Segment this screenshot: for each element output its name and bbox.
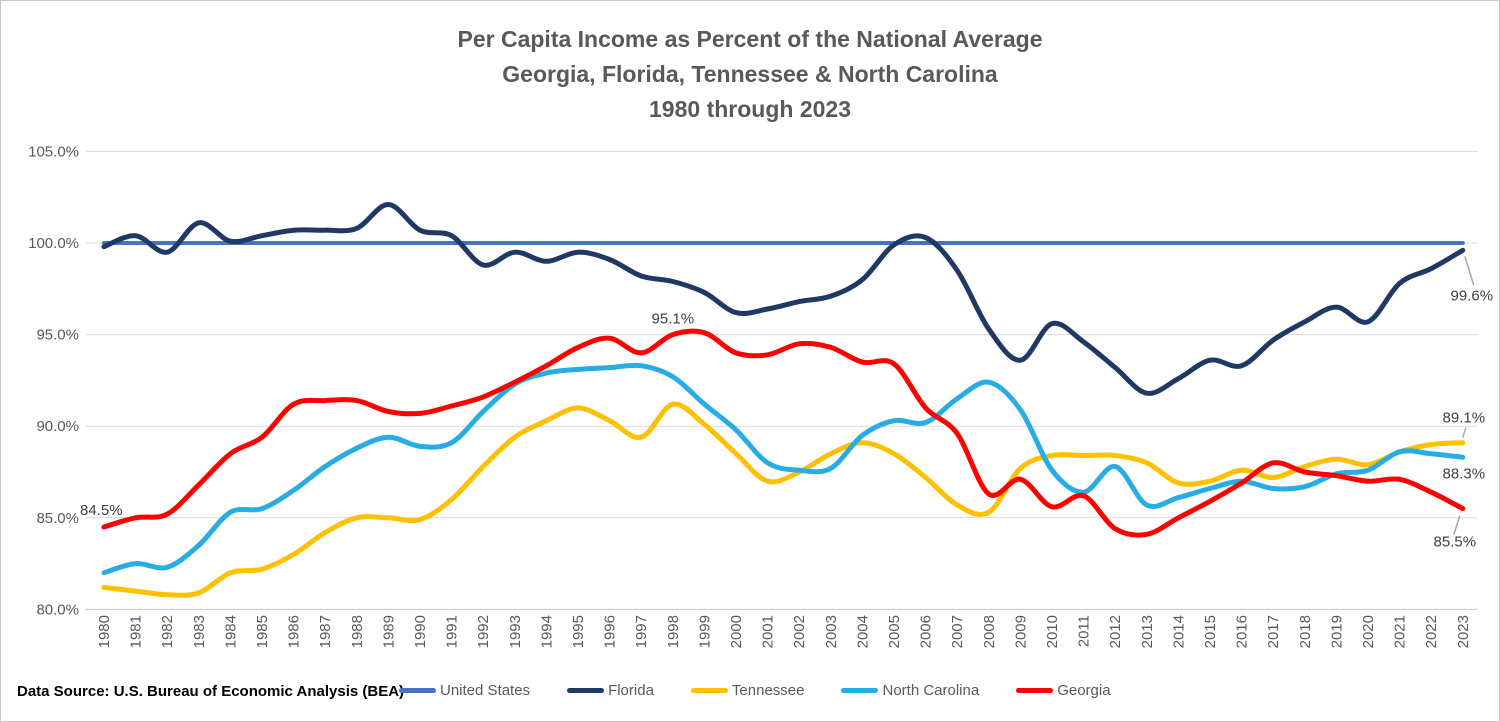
x-axis-label: 2011: [1076, 615, 1093, 647]
data-label-georgia-2023: 85.5%: [1434, 534, 1477, 551]
data-label-tennessee-2023: 89.1%: [1443, 410, 1486, 427]
x-axis-label: 1994: [538, 615, 555, 648]
x-axis-label: 1986: [286, 615, 303, 648]
x-axis-label: 2007: [949, 615, 966, 648]
x-axis-label: 2023: [1455, 615, 1472, 648]
line-series-tennessee: [101, 401, 1466, 598]
legend-item-tennessee: Tennessee: [690, 682, 805, 699]
x-axis-label: 2010: [1044, 615, 1061, 648]
x-axis-label: 2013: [1139, 615, 1156, 648]
x-axis-label: 1998: [665, 615, 682, 648]
x-axis-label: 2004: [854, 615, 871, 648]
x-axis-label: 2000: [728, 615, 745, 648]
x-axis-label: 2009: [1012, 615, 1029, 648]
x-axis-label: 1999: [696, 615, 713, 648]
y-axis-label: 95.0%: [36, 327, 79, 344]
x-axis-label: 2018: [1297, 615, 1314, 648]
data-label-north-carolina-2023: 88.3%: [1443, 465, 1486, 482]
legend-label-georgia: Georgia: [1057, 682, 1111, 699]
x-axis-label: 2017: [1265, 615, 1282, 648]
legend-swatch-georgia: [1016, 688, 1054, 693]
legend-item-united-states: United States: [399, 682, 530, 699]
x-axis-label: 1995: [570, 615, 587, 648]
y-axis-label: 85.0%: [36, 510, 79, 527]
x-axis-label: 2001: [760, 615, 777, 648]
legend-swatch-florida: [567, 688, 605, 693]
x-axis-label: 2006: [918, 615, 935, 648]
x-axis-label: 1988: [349, 615, 366, 648]
legend-label-florida: Florida: [608, 682, 654, 699]
x-axis-label: 2005: [886, 615, 903, 648]
x-axis: 1980 1981 1982 1983 1984 1985 1986 1987 1988 1989…: [96, 615, 1472, 648]
chart-title-line-2: Georgia, Florida, Tennessee & North Caro…: [502, 61, 998, 87]
data-label-florida-2023: 99.6%: [1451, 287, 1494, 304]
series-lines: [101, 202, 1466, 598]
data-label-georgia-1980: 84.5%: [80, 502, 123, 519]
x-axis-label: 1996: [602, 615, 619, 648]
x-axis-label: 2014: [1170, 615, 1187, 648]
data-source-note: Data Source: U.S. Bureau of Economic Ana…: [17, 683, 405, 700]
x-axis-label: 2021: [1392, 615, 1409, 648]
chart-title: Per Capita Income as Percent of the Nati…: [1, 22, 1499, 127]
line-series-north-carolina: [101, 362, 1466, 576]
data-label-leader-florida: [1464, 256, 1475, 286]
legend-swatch-united-states: [399, 688, 436, 693]
x-axis-label: 1985: [254, 615, 271, 648]
y-axis-label: 105.0%: [28, 143, 79, 160]
legend-item-florida: Florida: [567, 682, 654, 699]
gridlines: [86, 150, 1478, 610]
x-axis-label: 2020: [1360, 615, 1377, 648]
chart-title-line-1: Per Capita Income as Percent of the Nati…: [457, 26, 1043, 52]
x-axis-label: 1984: [222, 615, 239, 648]
x-axis-label: 2022: [1423, 615, 1440, 648]
line-series-georgia: [101, 328, 1466, 538]
x-axis-label: 1991: [444, 615, 461, 648]
legend-label-north-carolina: North Carolina: [882, 682, 980, 699]
x-axis-label: 2012: [1107, 615, 1124, 648]
legend-swatch-north-carolina: [841, 688, 879, 693]
x-axis-label: 2015: [1202, 615, 1219, 648]
x-axis-label: 1982: [159, 615, 176, 648]
data-label-leader-tennessee: [1462, 427, 1467, 438]
data-labels: 84.5% 95.1% 99.6% 89.1% 88.3% 85.5%: [80, 256, 1494, 551]
x-axis-label: 1993: [507, 615, 524, 648]
x-axis-label: 1992: [475, 615, 492, 648]
x-axis-label: 1983: [191, 615, 208, 648]
legend-label-tennessee: Tennessee: [731, 682, 805, 699]
x-axis-label: 2019: [1328, 615, 1345, 648]
x-axis-label: 1990: [412, 615, 429, 648]
x-axis-label: 1980: [96, 615, 113, 648]
legend-item-georgia: Georgia: [1016, 682, 1111, 699]
chart-legend: United States Florida Tennessee North Carol…: [399, 682, 1111, 699]
data-label-leader-georgia: [1453, 515, 1461, 535]
legend-item-north-carolina: North Carolina: [841, 682, 979, 699]
chart-title-line-3: 1980 through 2023: [649, 96, 851, 122]
y-axis-label: 90.0%: [36, 418, 79, 435]
x-axis-label: 2002: [791, 615, 808, 648]
legend-label-united-states: United States: [440, 682, 531, 699]
line-series-florida: [101, 202, 1466, 396]
y-axis: 105.0% 100.0% 95.0% 90.0% 85.0% 80.0%: [28, 143, 79, 618]
y-axis-label: 100.0%: [28, 235, 79, 252]
x-axis-label: 2008: [981, 615, 998, 648]
x-axis-label: 1997: [633, 615, 650, 648]
y-axis-label: 80.0%: [36, 601, 79, 618]
x-axis-label: 1981: [128, 615, 145, 648]
x-axis-label: 1987: [317, 615, 334, 648]
x-axis-label: 2016: [1234, 615, 1251, 648]
data-label-georgia-1998: 95.1%: [652, 311, 695, 328]
legend-swatch-tennessee: [690, 688, 728, 693]
x-axis-label: 1989: [380, 615, 397, 648]
x-axis-label: 2003: [823, 615, 840, 648]
